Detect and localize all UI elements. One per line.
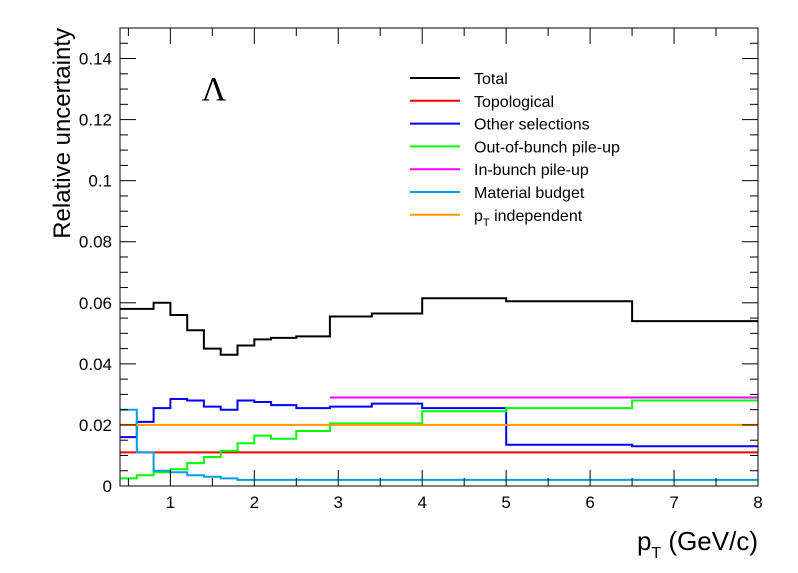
y-tick-label: 0.06 (79, 294, 112, 313)
axes-layer: 0 0.02 0.04 0.06 0.08 0.1 0.12 0.14 1 2 3 4 5 6 7 8 (79, 28, 763, 512)
x-tick-label: 6 (585, 493, 594, 512)
y-tick-label: 0.1 (88, 172, 112, 191)
series-line (120, 297, 758, 356)
x-tick-label: 2 (250, 493, 259, 512)
particle-symbol: Λ (202, 71, 227, 108)
legend-label: pT independent (474, 208, 583, 229)
series-line (120, 398, 758, 448)
series-line (120, 408, 758, 481)
x-axis-label: pT (GeV/c) (637, 526, 758, 562)
x-tick-label: 7 (669, 493, 678, 512)
y-tick-label: 0.04 (79, 355, 112, 374)
x-tick-label: 1 (166, 493, 175, 512)
legend: Total Topological Other selections Out-of-b… (410, 71, 620, 229)
y-tick-label: 0.12 (79, 111, 112, 130)
x-axis-label-unit: (GeV/c) (661, 526, 758, 556)
x-tick-label: 3 (334, 493, 343, 512)
x-axis-label-subscript: T (651, 545, 661, 562)
y-tick-label: 0 (103, 477, 112, 496)
x-tick-label: 4 (417, 493, 426, 512)
series-layer (120, 297, 758, 481)
legend-label: Out-of-bunch pile-up (474, 139, 620, 156)
y-axis-label: Relative uncertainty (49, 28, 76, 239)
legend-label: Material budget (474, 185, 585, 202)
legend-label: In-bunch pile-up (474, 162, 589, 179)
legend-label: Topological (474, 94, 554, 111)
x-tick-label: 5 (501, 493, 510, 512)
y-tick-label: 0.02 (79, 416, 112, 435)
x-tick-label: 8 (753, 493, 762, 512)
y-tick-label: 0.14 (79, 50, 112, 69)
legend-label: Total (474, 71, 508, 88)
series-line (120, 399, 758, 480)
legend-label: Other selections (474, 117, 590, 134)
y-tick-label: 0.08 (79, 233, 112, 252)
x-axis-label-symbol: p (637, 526, 651, 556)
